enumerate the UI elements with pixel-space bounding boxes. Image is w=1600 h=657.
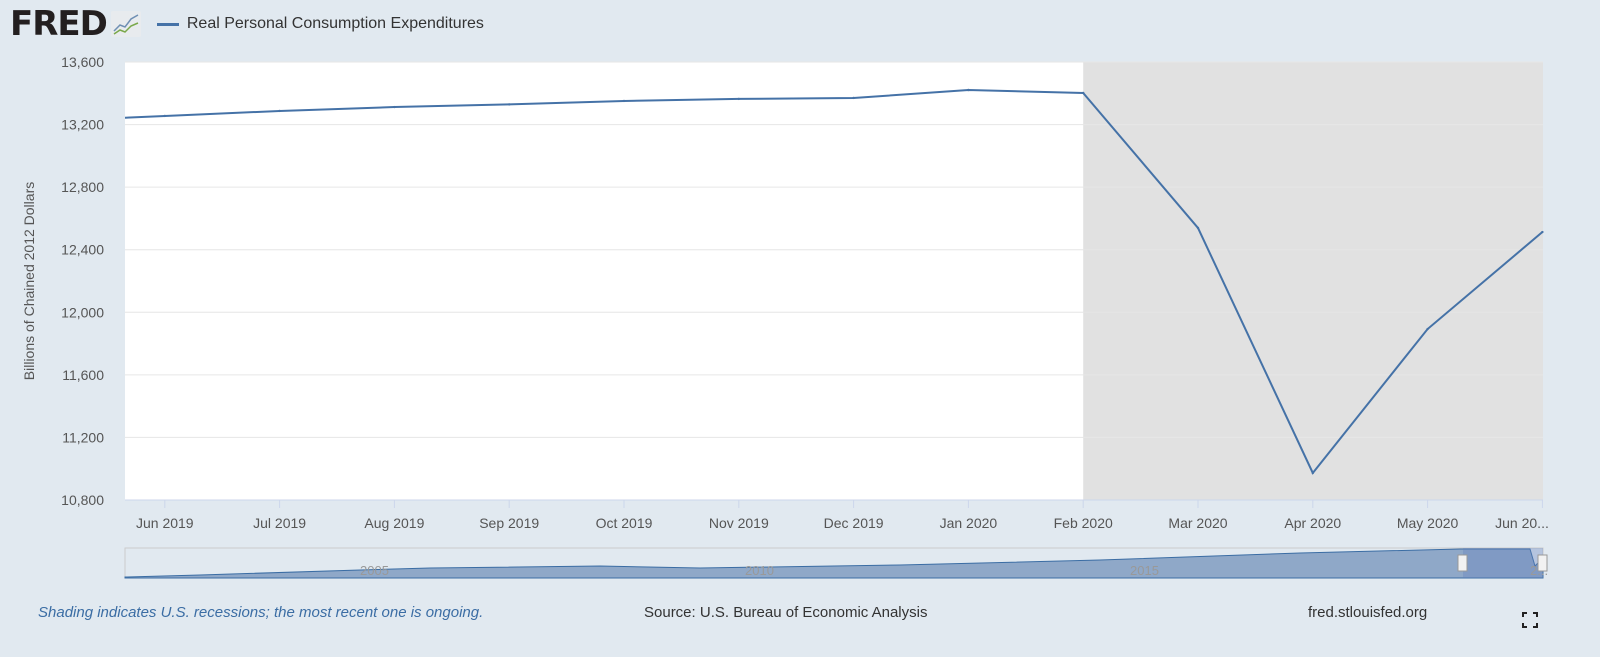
navigator-label: 2005: [360, 563, 389, 578]
data-point: [1426, 327, 1429, 331]
data-point: [737, 97, 740, 101]
y-tick-label: 11,600: [62, 367, 104, 383]
y-tick-label: 13,600: [61, 54, 104, 70]
navigator[interactable]: 2005 2010 2015 2...: [124, 547, 1548, 579]
recession-shading: [1083, 62, 1543, 500]
data-point: [852, 96, 855, 100]
x-tick-label: Jan 2020: [940, 515, 998, 531]
legend-series-title[interactable]: Real Personal Consumption Expenditures: [186, 15, 484, 32]
chart-header: FRED Real Personal Consumption Expenditu…: [10, 4, 484, 44]
y-tick-label: 13,200: [61, 117, 104, 133]
x-tick-label: Jun 2019: [136, 515, 194, 531]
data-point: [393, 105, 396, 109]
series-line: [125, 88, 1544, 475]
data-point: [1082, 91, 1085, 95]
y-tick-label: 12,400: [61, 242, 104, 258]
x-tick-label: Mar 2020: [1168, 515, 1227, 531]
x-tick-label: Feb 2020: [1054, 515, 1113, 531]
data-point: [163, 114, 166, 118]
data-point: [622, 99, 626, 103]
data-point: [1196, 226, 1200, 230]
fred-logo[interactable]: FRED: [10, 4, 108, 44]
x-tick-label: Nov 2019: [709, 515, 769, 531]
data-point: [508, 103, 511, 106]
navigator-label: 2010: [745, 563, 774, 578]
x-tick-label: Jun 20...: [1495, 515, 1549, 531]
x-tick-label: Jul 2019: [253, 515, 306, 531]
y-tick-label: 11,200: [62, 429, 104, 445]
source-text: Source: U.S. Bureau of Economic Analysis: [644, 604, 928, 621]
data-point: [278, 109, 281, 113]
fullscreen-icon[interactable]: [1522, 612, 1538, 628]
data-point: [1541, 230, 1544, 234]
y-tick-label: 12,800: [61, 179, 104, 195]
x-tick-label: Oct 2019: [596, 515, 653, 531]
line-chart: 10,800 11,200 11,600 12,000 12,400 12,800 13,2…: [21, 54, 1549, 579]
x-tick-label: May 2020: [1397, 515, 1459, 531]
navigator-label: 2015: [1130, 563, 1159, 578]
x-tick-label: Aug 2019: [364, 515, 424, 531]
y-tick-label: 10,800: [61, 492, 104, 508]
y-axis-label: Billions of Chained 2012 Dollars: [21, 182, 37, 380]
site-link[interactable]: fred.stlouisfed.org: [1308, 604, 1428, 621]
navigator-selected-range[interactable]: [1463, 548, 1543, 578]
navigator-right-handle[interactable]: [1537, 554, 1548, 572]
legend-line-marker: [156, 22, 179, 26]
data-point: [967, 88, 970, 92]
y-tick-label: 12,000: [61, 304, 104, 320]
x-tick-label: Apr 2020: [1284, 515, 1341, 531]
data-point: [1311, 471, 1315, 475]
navigator-left-handle[interactable]: [1457, 554, 1468, 572]
recession-note: Shading indicates U.S. recessions; the m…: [38, 604, 484, 621]
x-tick-label: Sep 2019: [479, 515, 539, 531]
fred-chart-icon: [110, 11, 141, 37]
x-tick-label: Dec 2019: [824, 515, 884, 531]
